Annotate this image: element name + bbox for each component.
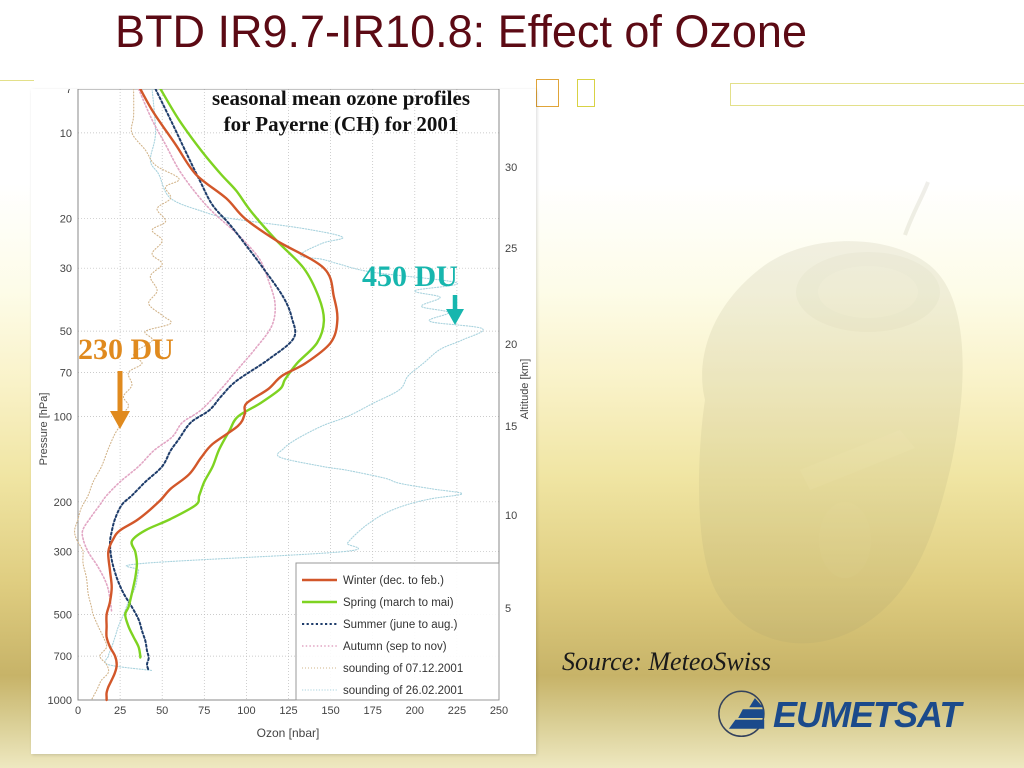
svg-text:Winter (dec. to feb.): Winter (dec. to feb.) <box>343 575 444 587</box>
svg-text:0: 0 <box>75 705 81 717</box>
svg-text:20: 20 <box>60 213 72 225</box>
svg-text:Autumn (sep to nov): Autumn (sep to nov) <box>343 641 447 653</box>
svg-text:100: 100 <box>237 705 255 717</box>
svg-text:EUMETSAT: EUMETSAT <box>773 694 964 735</box>
svg-text:30: 30 <box>505 162 517 174</box>
svg-text:175: 175 <box>364 705 382 717</box>
svg-text:200: 200 <box>406 705 424 717</box>
svg-text:225: 225 <box>448 705 466 717</box>
svg-text:150: 150 <box>321 705 339 717</box>
svg-text:25: 25 <box>114 705 126 717</box>
svg-text:230 DU: 230 DU <box>78 333 174 366</box>
svg-text:sounding of 07.12.2001: sounding of 07.12.2001 <box>343 663 463 675</box>
svg-text:10: 10 <box>505 510 517 522</box>
svg-text:Ozon [nbar]: Ozon [nbar] <box>257 726 320 740</box>
svg-text:Pressure [hPa]: Pressure [hPa] <box>38 393 50 466</box>
svg-text:50: 50 <box>156 705 168 717</box>
svg-text:1000: 1000 <box>48 695 72 707</box>
svg-text:Altitude [km]: Altitude [km] <box>519 359 531 420</box>
svg-text:for Payerne (CH) for 2001: for Payerne (CH) for 2001 <box>224 112 459 136</box>
svg-text:200: 200 <box>54 497 72 509</box>
svg-text:450 DU: 450 DU <box>362 260 458 293</box>
svg-text:10: 10 <box>60 128 72 140</box>
svg-text:75: 75 <box>198 705 210 717</box>
svg-text:300: 300 <box>54 547 72 559</box>
svg-text:sounding of 26.02.2001: sounding of 26.02.2001 <box>343 685 463 697</box>
svg-text:seasonal mean ozone profiles: seasonal mean ozone profiles <box>212 89 470 110</box>
svg-text:Spring (march to mai): Spring (march to mai) <box>343 597 454 609</box>
svg-text:Summer (june to aug.): Summer (june to aug.) <box>343 619 458 631</box>
svg-text:30: 30 <box>60 263 72 275</box>
svg-text:15: 15 <box>505 421 517 433</box>
svg-text:250: 250 <box>490 705 508 717</box>
svg-text:70: 70 <box>60 368 72 380</box>
svg-text:7: 7 <box>66 89 72 96</box>
svg-text:20: 20 <box>505 339 517 351</box>
svg-text:500: 500 <box>54 610 72 622</box>
svg-text:50: 50 <box>60 326 72 338</box>
svg-text:5: 5 <box>505 603 511 615</box>
svg-text:700: 700 <box>54 651 72 663</box>
svg-text:100: 100 <box>54 412 72 424</box>
svg-text:125: 125 <box>279 705 297 717</box>
svg-text:25: 25 <box>505 243 517 255</box>
